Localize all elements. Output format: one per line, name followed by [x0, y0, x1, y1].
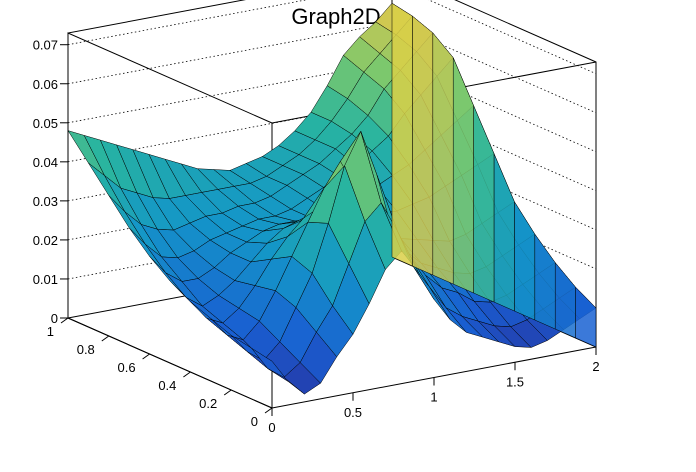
y-tick	[183, 371, 191, 378]
surface-skirt	[432, 32, 454, 285]
y-tick	[101, 335, 110, 342]
surface-skirt	[514, 200, 536, 321]
y-axis-line	[67, 317, 273, 409]
chart-title: Graph2D	[291, 4, 380, 29]
surface-skirt	[391, 2, 413, 267]
z-tick-label: 0.02	[33, 233, 58, 248]
z-tick-label: 0.07	[33, 38, 58, 53]
z-tick-label: 0.06	[33, 77, 58, 92]
y-tick	[142, 353, 150, 360]
y-tick	[60, 317, 69, 324]
surface-skirt	[493, 153, 515, 312]
x-tick-label: 0	[268, 420, 275, 435]
y-tick-label: 0	[251, 414, 258, 429]
y-tick	[223, 389, 232, 396]
x-tick-label: 2	[592, 359, 599, 374]
z-tick-label: 0.04	[33, 155, 58, 170]
axes: 00.511.5200.20.40.60.8100.010.020.030.04…	[33, 33, 600, 435]
z-tick-label: 0.01	[33, 272, 58, 287]
y-tick-label: 0.4	[158, 378, 176, 393]
x-tick-label: 1.5	[506, 374, 524, 389]
surface-skirt	[412, 15, 434, 276]
surface-skirt	[554, 261, 576, 339]
surface-skirt	[452, 57, 474, 294]
y-tick	[264, 407, 273, 414]
y-tick-label: 0.6	[118, 360, 136, 375]
z-tick-label: 0.03	[33, 194, 58, 209]
surface-skirt	[534, 233, 556, 330]
x-tick-label: 1	[430, 390, 437, 405]
y-tick-label: 0.8	[77, 342, 95, 357]
z-tick-label: 0	[51, 311, 58, 326]
surface-skirt	[473, 105, 495, 303]
surface-mesh	[67, 2, 597, 395]
y-tick-label: 1	[47, 324, 54, 339]
z-tick-label: 0.05	[33, 116, 58, 131]
surface-skirt	[575, 286, 597, 348]
x-tick-label: 0.5	[344, 405, 362, 420]
y-tick-label: 0.2	[199, 396, 217, 411]
